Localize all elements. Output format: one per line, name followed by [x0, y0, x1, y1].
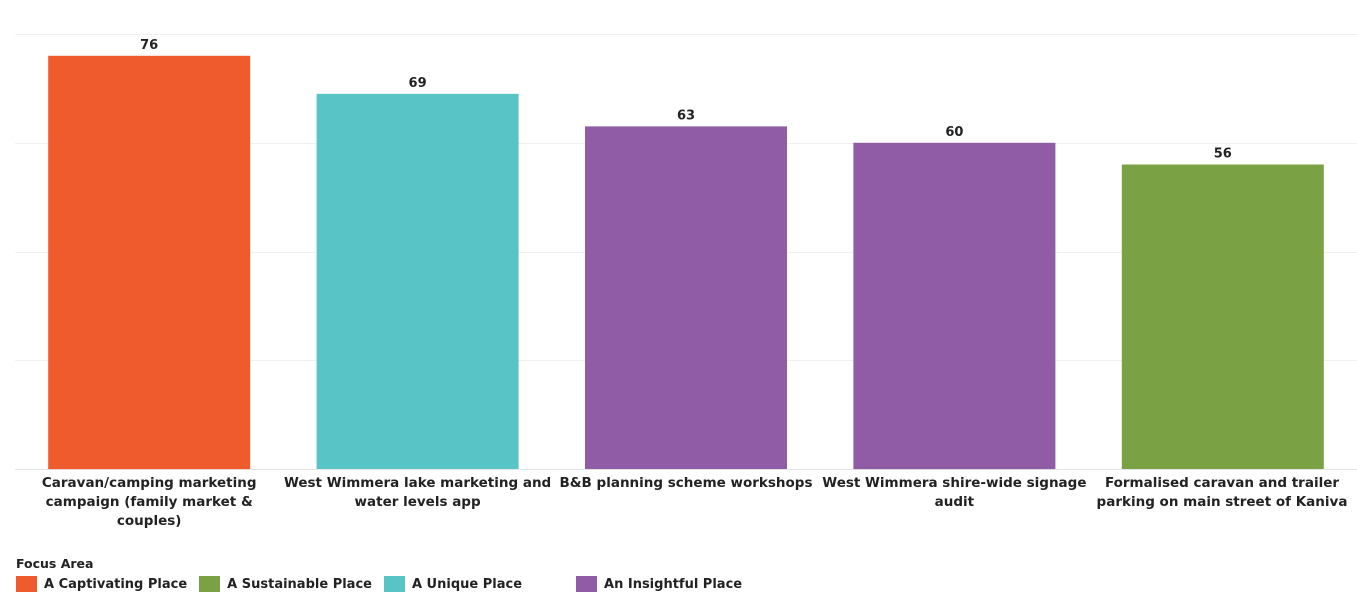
legend-swatch [383, 576, 405, 592]
bars [48, 55, 1324, 470]
category-label: West Wimmera lake marketing and water le… [283, 475, 552, 510]
category-label: B&B planning scheme workshops [559, 475, 813, 491]
legend: Focus Area A Captivating Place A Sustain… [16, 556, 742, 592]
legend-swatch [576, 576, 598, 592]
bar-value-label: 69 [409, 76, 427, 91]
legend-title: Focus Area [16, 556, 94, 571]
category-label: Formalised caravan and trailer parking o… [1096, 475, 1348, 510]
legend-item-captivating[interactable]: A Captivating Place [16, 576, 187, 592]
legend-item-insightful[interactable]: An Insightful Place [576, 576, 742, 592]
bar[interactable] [48, 55, 251, 470]
bar[interactable] [316, 93, 519, 470]
legend-label: A Sustainable Place [227, 576, 372, 592]
bar-value-label: 76 [140, 38, 158, 53]
legend-label: An Insightful Place [604, 576, 743, 592]
legend-label: A Captivating Place [44, 576, 188, 592]
category-label: Caravan/camping marketing campaign (fami… [41, 475, 257, 529]
bar[interactable] [853, 142, 1056, 470]
legend-items: A Captivating Place A Sustainable Place … [16, 576, 742, 592]
legend-label: A Unique Place [411, 576, 523, 592]
bar-value-label: 56 [1214, 147, 1232, 162]
bar[interactable] [1121, 164, 1324, 470]
bar-value-label: 60 [945, 125, 963, 140]
legend-item-sustainable[interactable]: A Sustainable Place [199, 576, 372, 592]
category-label: West Wimmera shire-wide signage audit [822, 475, 1087, 510]
bar[interactable] [585, 126, 787, 470]
legend-item-unique[interactable]: A Unique Place [383, 576, 523, 592]
legend-swatch [199, 576, 221, 592]
legend-swatch [16, 576, 37, 592]
bar-value-label: 63 [677, 108, 695, 123]
value-labels: 76 69 63 60 56 [140, 38, 1232, 162]
